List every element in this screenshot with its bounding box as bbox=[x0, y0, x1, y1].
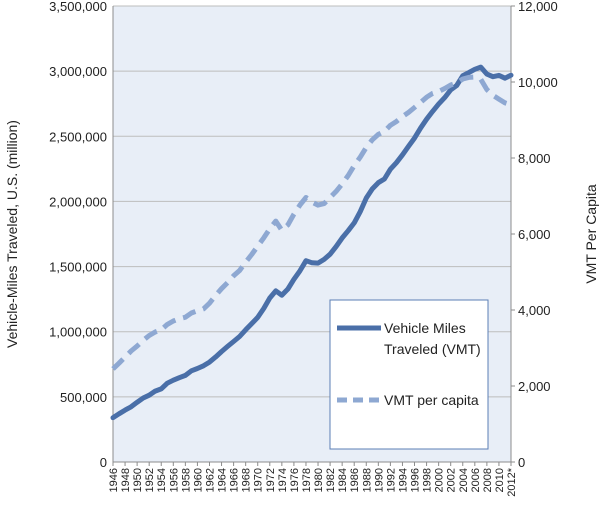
y-tick-label: 500,000 bbox=[60, 390, 107, 405]
x-tick-label: 1974 bbox=[277, 468, 289, 492]
y-tick-label: 3,500,000 bbox=[49, 0, 107, 14]
x-tick-label: 1992 bbox=[385, 468, 397, 492]
x-tick-label: 2008 bbox=[482, 468, 494, 492]
x-tick-label: 1980 bbox=[313, 468, 325, 492]
x-tick-label: 2010 bbox=[494, 468, 506, 492]
x-tick-label: 1996 bbox=[410, 468, 422, 492]
y2-tick-label: 12,000 bbox=[518, 0, 558, 14]
x-tick-label: 1968 bbox=[241, 468, 253, 492]
y-tick-label: 3,000,000 bbox=[49, 64, 107, 79]
y-tick-label: 2,000,000 bbox=[49, 194, 107, 209]
x-tick-label: 1960 bbox=[192, 468, 204, 492]
y2-tick-label: 10,000 bbox=[518, 75, 558, 90]
y2-tick-label: 4,000 bbox=[518, 303, 551, 318]
x-tick-label: 1994 bbox=[397, 468, 409, 492]
x-tick-label: 1948 bbox=[120, 468, 132, 492]
x-tick-label: 1986 bbox=[349, 468, 361, 492]
x-tick-label: 1964 bbox=[217, 468, 229, 492]
x-tick-label: 1976 bbox=[289, 468, 301, 492]
y-tick-label: 1,500,000 bbox=[49, 260, 107, 275]
x-tick-label: 2012* bbox=[506, 467, 518, 496]
x-tick-label: 2006 bbox=[470, 468, 482, 492]
x-tick-label: 2004 bbox=[458, 468, 470, 492]
legend-label-vmt-line1: Vehicle Miles bbox=[384, 320, 466, 336]
x-tick-label: 1984 bbox=[337, 468, 349, 492]
gridlines bbox=[113, 5, 511, 398]
x-tick-label: 1954 bbox=[156, 468, 168, 492]
x-tick-label: 2002 bbox=[446, 468, 458, 492]
series-lines bbox=[110, 64, 514, 421]
x-tick-label: 1982 bbox=[325, 468, 337, 492]
x-tick-label: 1950 bbox=[132, 468, 144, 492]
x-tick-label: 1998 bbox=[422, 468, 434, 492]
y-tick-label: 1,000,000 bbox=[49, 325, 107, 340]
series-line-vmt-per-capita bbox=[111, 74, 512, 371]
legend-label-vmt-line2: Traveled (VMT) bbox=[384, 341, 481, 357]
x-tick-label: 1972 bbox=[265, 468, 277, 492]
y-tick-label: 2,500,000 bbox=[49, 129, 107, 144]
y2-tick-label: 2,000 bbox=[518, 379, 551, 394]
left-y-axis-ticks: 0 500,000 1,000,000 1,500,000 2,000,000 2,500… bbox=[49, 0, 107, 470]
x-tick-label: 1958 bbox=[180, 468, 192, 492]
y2-tick-label: 6,000 bbox=[518, 227, 551, 242]
y2-tick-label: 8,000 bbox=[518, 151, 551, 166]
legend: Vehicle Miles Traveled (VMT) VMT per cap… bbox=[329, 299, 489, 450]
series-line-vmt bbox=[110, 64, 514, 421]
legend-label-per-capita: VMT per capita bbox=[384, 392, 479, 408]
x-tick-label: 1990 bbox=[373, 468, 385, 492]
x-tick-label: 1970 bbox=[253, 468, 265, 492]
legend-box bbox=[329, 299, 489, 450]
x-axis-ticks: 1946 1948 1950 1952 1954 1956 1958 1960 1962 1964… bbox=[108, 462, 518, 497]
right-y-axis-title: VMT Per Capita bbox=[583, 184, 599, 284]
right-y-axis-ticks: 0 2,000 4,000 6,000 8,000 10,000 12,000 bbox=[511, 0, 558, 470]
left-y-axis-title: Vehicle-Miles Traveled, U.S. (million) bbox=[4, 120, 20, 348]
x-tick-label: 1962 bbox=[204, 468, 216, 492]
x-tick-label: 1988 bbox=[361, 468, 373, 492]
x-tick-label: 1966 bbox=[229, 468, 241, 492]
x-tick-label: 1956 bbox=[168, 468, 180, 492]
x-tick-label: 1978 bbox=[301, 468, 313, 492]
x-tick-label: 1946 bbox=[108, 468, 120, 492]
y2-tick-label: 0 bbox=[518, 455, 525, 470]
x-tick-label: 2000 bbox=[434, 468, 446, 492]
x-tick-label: 1952 bbox=[144, 468, 156, 492]
y-tick-label: 0 bbox=[100, 455, 107, 470]
